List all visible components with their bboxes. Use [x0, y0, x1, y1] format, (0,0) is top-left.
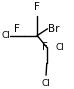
Text: F: F — [34, 2, 40, 12]
Text: Cl: Cl — [56, 43, 64, 52]
Text: Cl: Cl — [42, 79, 50, 88]
Text: Cl: Cl — [1, 31, 10, 40]
Text: F: F — [14, 24, 20, 34]
Text: Br: Br — [48, 24, 60, 34]
Text: F: F — [42, 41, 48, 52]
